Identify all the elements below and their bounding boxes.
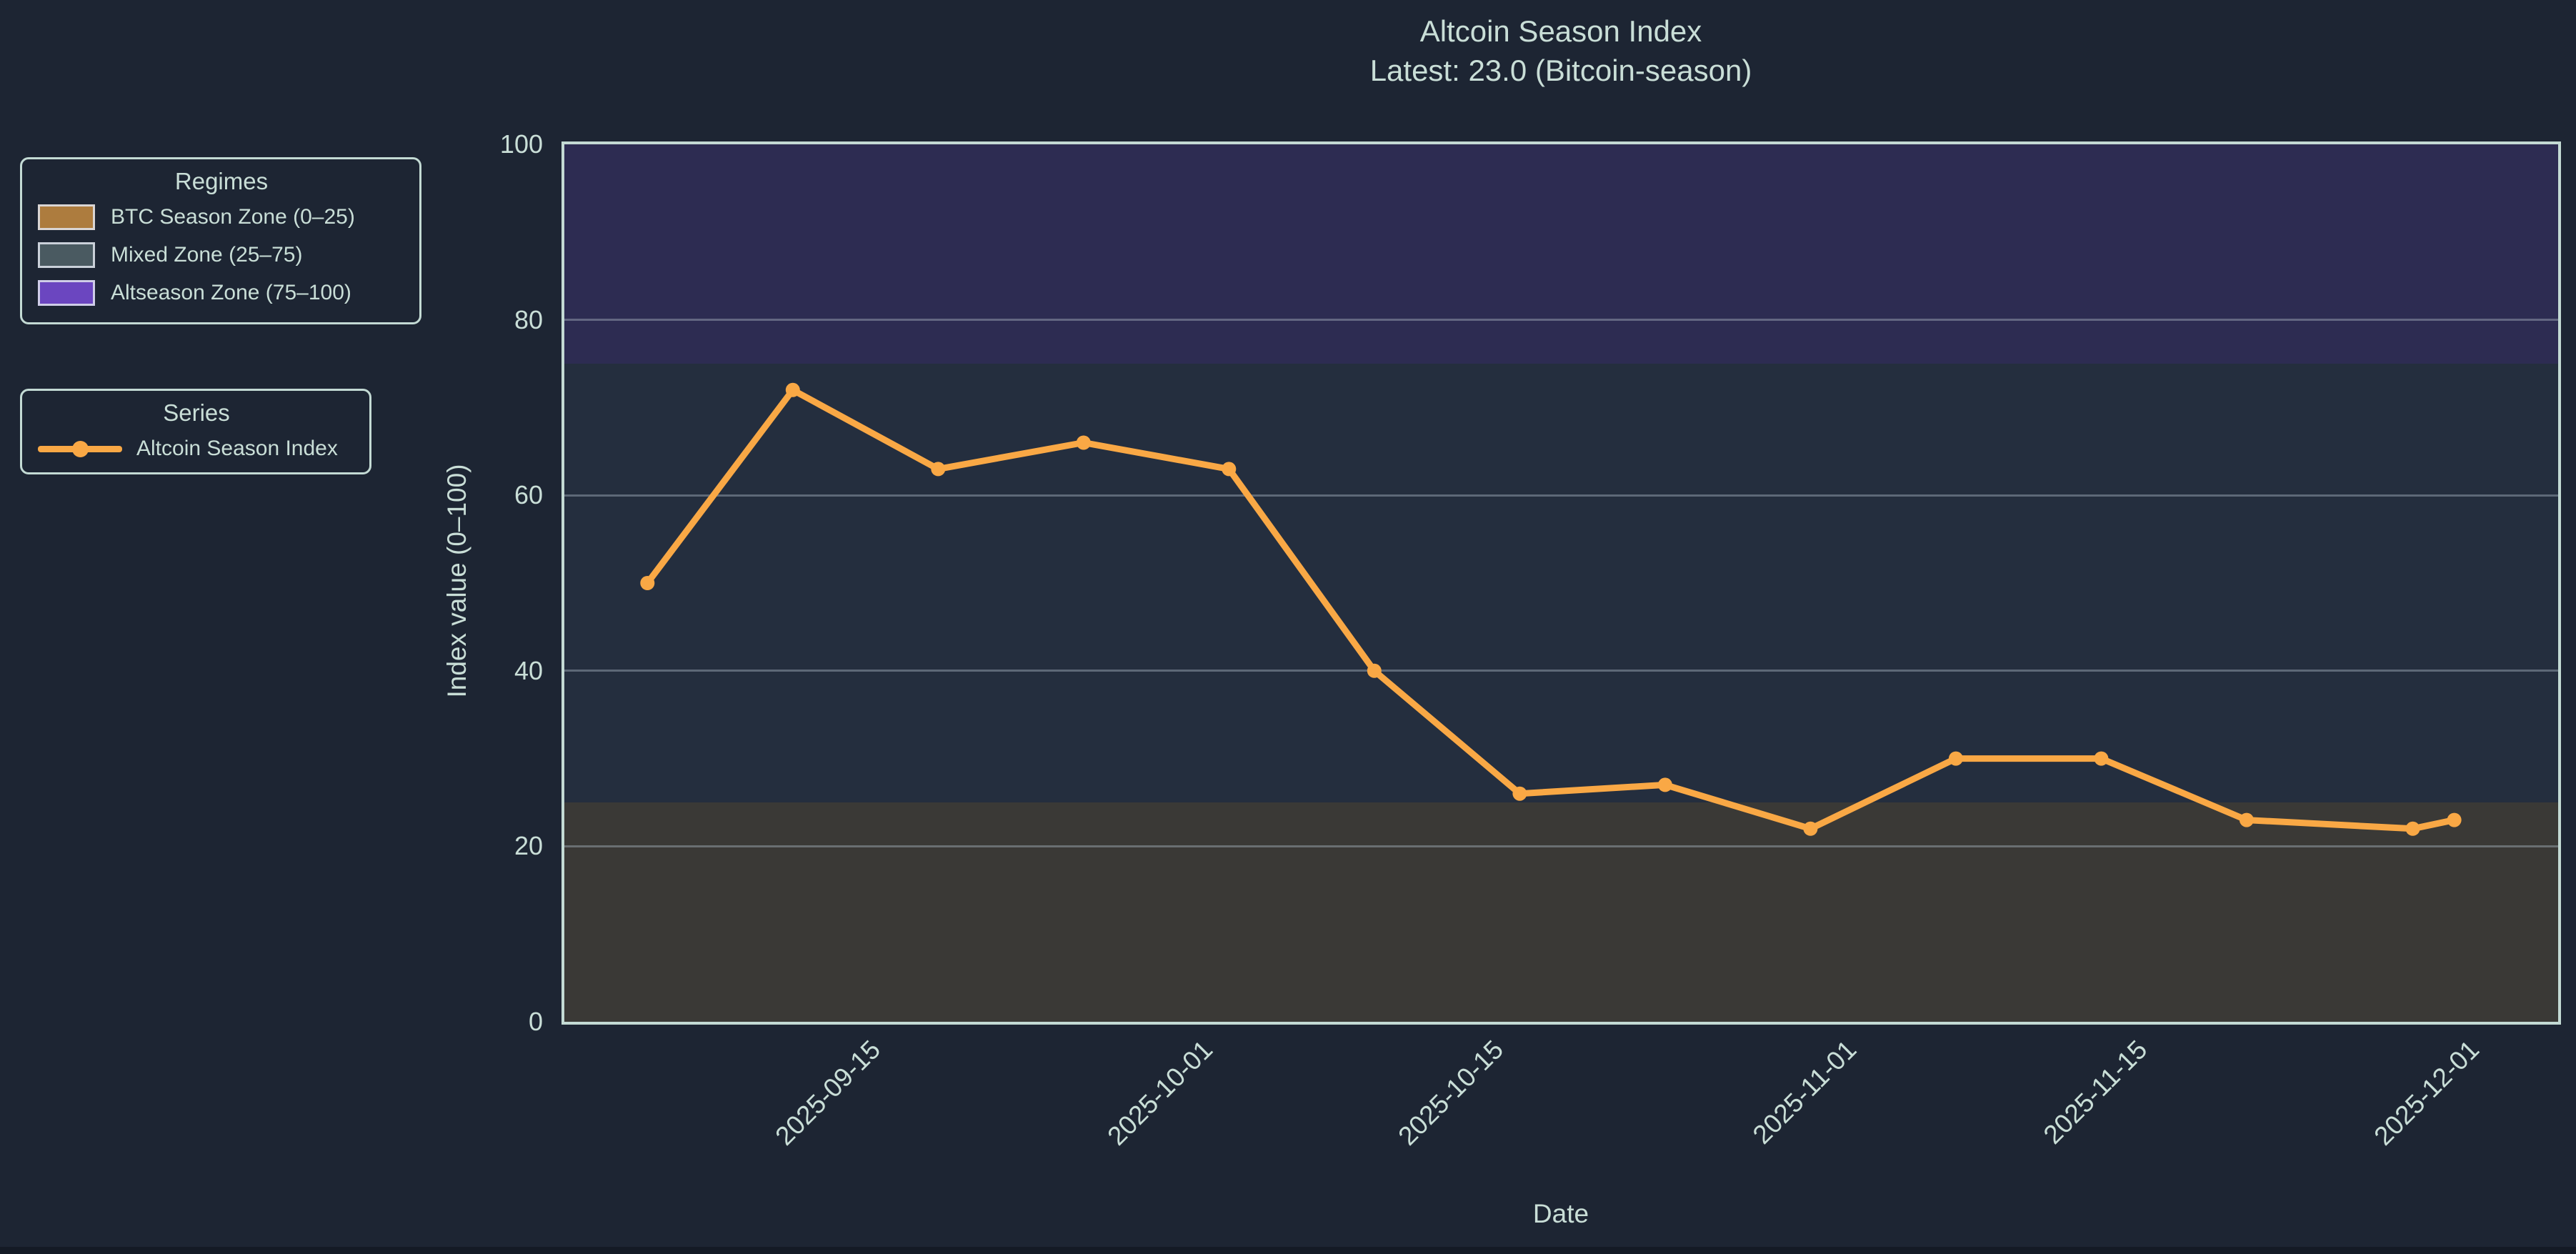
y-tick-label: 40 — [514, 655, 543, 685]
legend-item-altcoin-index: Altcoin Season Index — [38, 429, 355, 467]
y-tick-label: 0 — [528, 1007, 543, 1036]
zone-band — [564, 144, 2558, 364]
line-marker-swatch-icon — [38, 436, 122, 462]
series-layer — [640, 382, 2462, 836]
y-tick-label: 20 — [514, 831, 543, 861]
x-axis-label: Date — [1532, 1199, 1589, 1228]
data-point-marker — [1222, 462, 1237, 477]
series-legend: Series Altcoin Season Index — [20, 389, 371, 474]
btc-zone-swatch-icon — [38, 204, 95, 230]
y-gridline — [564, 845, 2558, 847]
data-point-marker — [1512, 786, 1527, 801]
legend-item-label: Altseason Zone (75–100) — [111, 280, 351, 304]
data-point-marker — [2405, 821, 2420, 836]
data-point-marker — [1657, 777, 1672, 792]
series-legend-title: Series — [163, 399, 230, 426]
data-point-marker — [2094, 751, 2109, 766]
legend-item-label: BTC Season Zone (0–25) — [111, 204, 355, 229]
mixed-zone-swatch-icon — [38, 242, 95, 268]
legend-item-altseason-zone: Altseason Zone (75–100) — [38, 274, 405, 312]
legend-item-label: Altcoin Season Index — [136, 436, 338, 460]
data-point-marker — [931, 462, 946, 477]
x-tick-label: 2025-11-01 — [1747, 1035, 1862, 1150]
legend-item-label: Mixed Zone (25–75) — [111, 242, 303, 267]
data-point-marker — [1367, 663, 1382, 678]
x-tick-label: 2025-09-15 — [769, 1035, 887, 1151]
data-point-marker — [640, 576, 655, 590]
data-point-marker — [2239, 812, 2254, 827]
y-gridline — [564, 670, 2558, 672]
regimes-legend-title: Regimes — [174, 168, 269, 194]
data-point-marker — [1948, 751, 1963, 766]
regimes-legend: Regimes BTC Season Zone (0–25) Mixed Zon… — [20, 157, 421, 324]
x-tick-label: 2025-10-01 — [1102, 1035, 1219, 1151]
chart-title-block: Altcoin Season Index Latest: 23.0 (Bitco… — [989, 11, 2132, 90]
y-tick-label: 60 — [514, 480, 543, 510]
y-gridline — [564, 319, 2558, 322]
y-axis-label: Index value (0–100) — [442, 464, 471, 698]
x-tick-label: 2025-10-15 — [1392, 1035, 1509, 1151]
series-line — [644, 387, 2458, 832]
x-tick-label: 2025-11-15 — [2037, 1035, 2153, 1150]
y-tick-label: 100 — [499, 129, 543, 159]
legend-item-mixed-zone: Mixed Zone (25–75) — [38, 236, 405, 274]
altseason-zone-swatch-icon — [38, 279, 95, 306]
zone-band — [564, 364, 2558, 802]
data-point-marker — [1803, 821, 1818, 836]
data-point-marker — [785, 382, 800, 397]
chart-subtitle: Latest: 23.0 (Bitcoin-season) — [1369, 54, 1752, 87]
line-swatch-marker-icon — [72, 440, 89, 457]
data-point-marker — [1076, 435, 1091, 450]
window-bottom-edge — [0, 1247, 2576, 1254]
data-point-marker — [2447, 812, 2462, 827]
y-gridline — [564, 494, 2558, 497]
y-tick-label: 80 — [514, 304, 543, 334]
legend-item-btc-zone: BTC Season Zone (0–25) — [38, 198, 405, 236]
plot-area — [564, 144, 2558, 1022]
chart-title: Altcoin Season Index — [1419, 14, 1702, 48]
zone-band — [564, 802, 2558, 1022]
x-tick-label: 2025-12-01 — [2368, 1035, 2485, 1151]
